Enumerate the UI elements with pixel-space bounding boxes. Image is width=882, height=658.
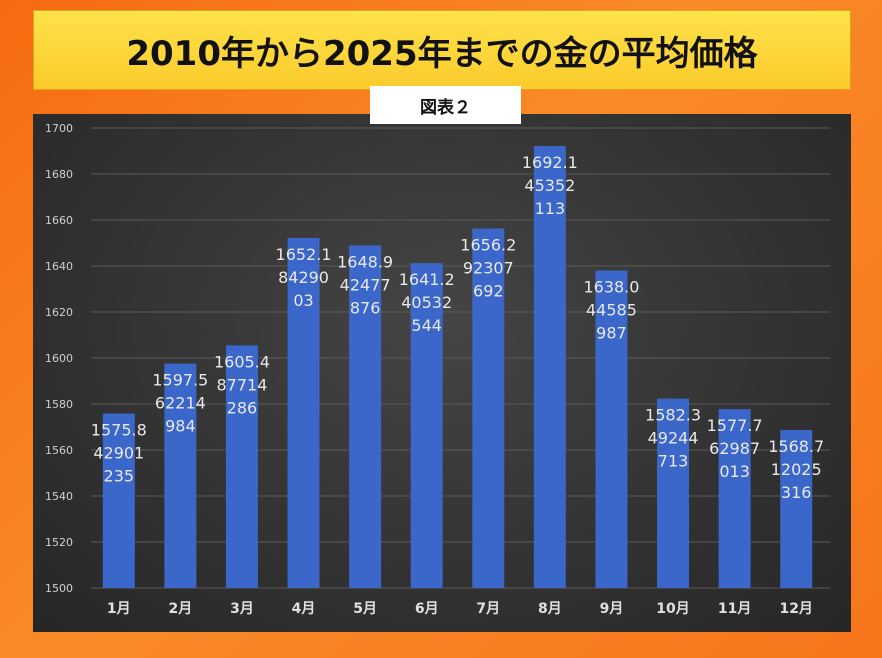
y-tick-label: 1540	[45, 490, 73, 503]
bar	[225, 345, 258, 588]
y-tick-label: 1660	[45, 214, 73, 227]
bar	[410, 263, 443, 588]
data-label: 692	[473, 282, 504, 301]
data-label: 62987	[709, 439, 760, 458]
bar	[349, 245, 382, 588]
y-tick-label: 1700	[45, 122, 73, 135]
bar	[780, 429, 813, 588]
data-label: 49244	[648, 429, 699, 448]
data-label: 40532	[401, 293, 452, 312]
data-label: 42477	[340, 275, 391, 294]
data-label: 235	[104, 467, 135, 486]
y-tick-label: 1600	[45, 352, 73, 365]
x-tick-label: 8月	[538, 601, 562, 617]
data-label: 113	[535, 199, 566, 218]
data-label: 316	[781, 483, 812, 502]
data-label: 1582.3	[645, 406, 701, 425]
x-tick-label: 5月	[353, 601, 377, 617]
data-label: 1692.1	[522, 153, 578, 172]
data-label: 1597.5	[152, 371, 208, 390]
data-label: 44585	[586, 300, 637, 319]
x-tick-label: 12月	[779, 601, 812, 617]
y-tick-label: 1680	[45, 168, 73, 181]
data-label: 03	[293, 291, 313, 310]
x-tick-label: 9月	[600, 601, 624, 617]
data-label: 84290	[278, 268, 329, 287]
data-label: 42901	[93, 444, 144, 463]
data-label: 286	[227, 398, 258, 417]
bar	[472, 228, 505, 588]
bar	[533, 146, 566, 589]
x-tick-label: 6月	[415, 601, 439, 617]
x-tick-label: 2月	[169, 601, 193, 617]
data-label: 013	[719, 462, 750, 481]
data-label: 1652.1	[276, 245, 332, 264]
data-label: 1641.2	[399, 270, 455, 289]
data-label: 1575.8	[91, 421, 147, 440]
data-label: 1568.7	[768, 437, 824, 456]
chart-title: 2010年から2025年までの金の平均価格	[126, 33, 758, 74]
y-tick-label: 1620	[45, 306, 73, 319]
x-tick-label: 4月	[292, 601, 316, 617]
y-tick-label: 1520	[45, 536, 73, 549]
data-label: 12025	[771, 460, 822, 479]
y-tick-label: 1560	[45, 444, 73, 457]
bar	[102, 413, 135, 588]
data-label: 1638.0	[583, 277, 639, 296]
data-label: 45352	[524, 176, 575, 195]
bar	[287, 237, 320, 588]
data-label: 1577.7	[707, 416, 763, 435]
data-label: 1648.9	[337, 252, 393, 271]
y-tick-label: 1640	[45, 260, 73, 273]
data-label: 87714	[217, 375, 268, 394]
x-tick-label: 10月	[656, 601, 689, 617]
chart-panel: 1500 1520 1540 1560 1580 1600 1620 1640 1660 1680…	[33, 114, 851, 632]
data-label: 984	[165, 417, 196, 436]
bar	[657, 398, 690, 588]
chart-title-box: 2010年から2025年までの金の平均価格	[33, 10, 851, 90]
bar	[164, 363, 197, 588]
x-tick-label: 3月	[230, 601, 254, 617]
data-label: 544	[411, 316, 442, 335]
y-tick-label: 1500	[45, 582, 73, 595]
data-label: 876	[350, 298, 381, 317]
y-tick-label: 1580	[45, 398, 73, 411]
x-tick-label: 1月	[107, 601, 131, 617]
data-label: 92307	[463, 259, 514, 278]
data-label: 62214	[155, 394, 206, 413]
bar	[595, 270, 628, 588]
bar-chart: 1500 1520 1540 1560 1580 1600 1620 1640 1660 1680…	[45, 122, 830, 617]
bar	[718, 409, 751, 588]
x-tick-label: 11月	[718, 601, 751, 617]
data-label: 713	[658, 452, 689, 471]
x-tick-label: 7月	[476, 601, 500, 617]
figure-tag-label: 図表２	[420, 97, 471, 118]
figure-tag: 図表２	[370, 86, 521, 124]
data-label: 1656.2	[460, 236, 516, 255]
data-label: 987	[596, 323, 627, 342]
data-label: 1605.4	[214, 352, 270, 371]
